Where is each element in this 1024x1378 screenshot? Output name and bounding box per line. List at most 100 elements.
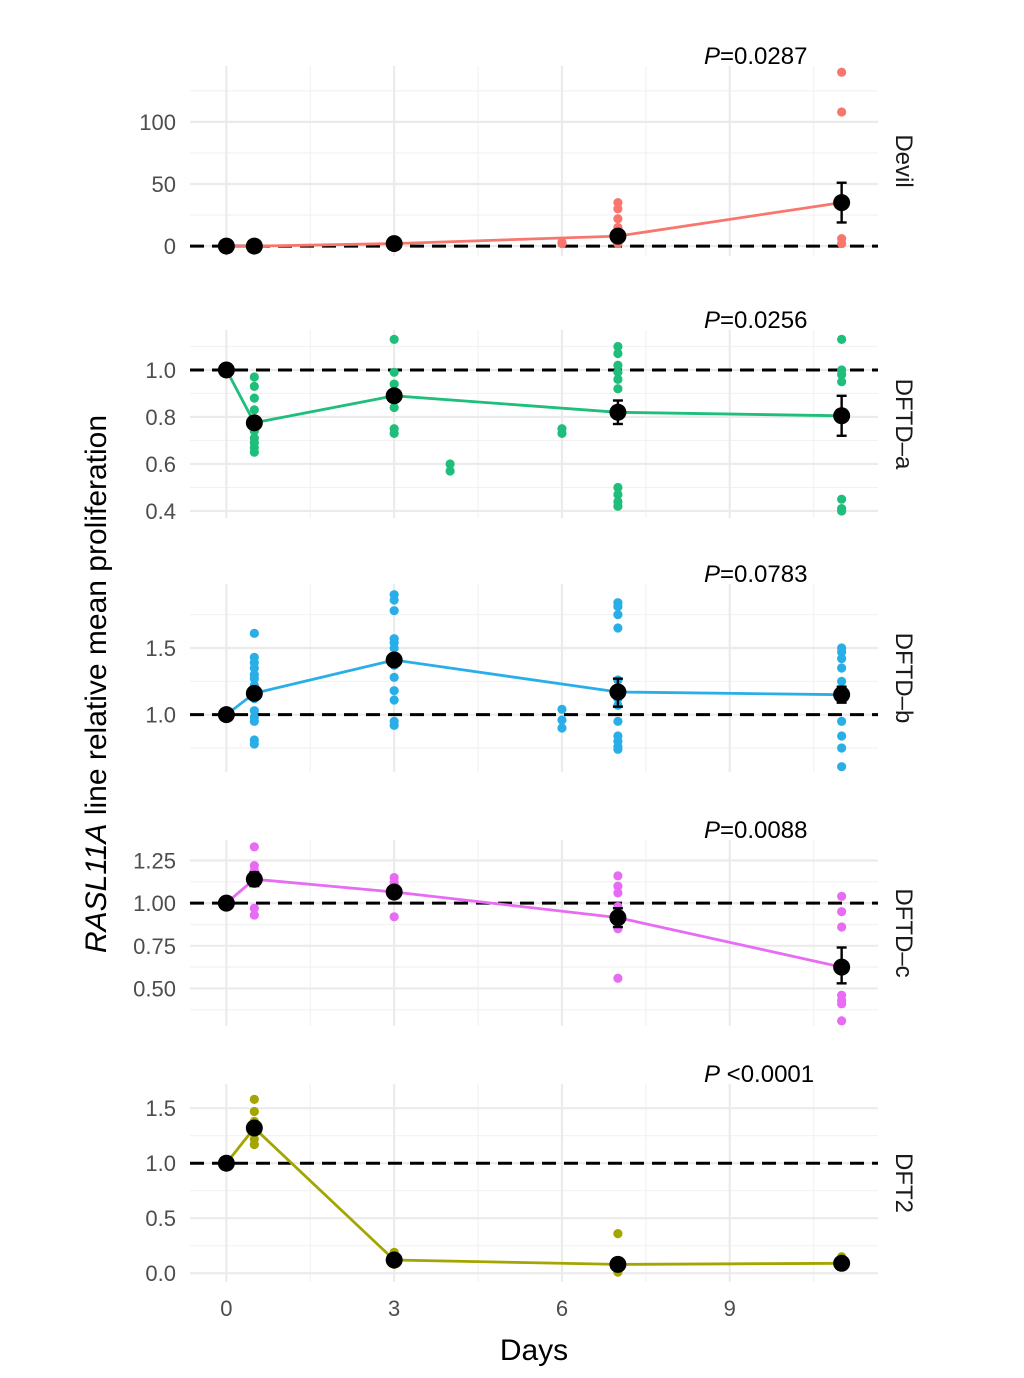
mean-point xyxy=(385,1251,403,1269)
facet-strip-label: Devil xyxy=(890,134,917,187)
panel-1: 0.4 0.6 0.8 1.0 P=0.0256 DFTD–a xyxy=(145,307,917,524)
mean-point xyxy=(385,235,403,253)
data-point xyxy=(249,910,259,920)
y-tick-label: 0.5 xyxy=(145,1206,176,1231)
mean-line xyxy=(226,201,842,248)
mean-point xyxy=(245,237,263,255)
data-point xyxy=(613,204,623,214)
p-value-label: P=0.0783 xyxy=(704,561,807,588)
data-point xyxy=(613,610,623,620)
mean-point xyxy=(609,1255,627,1273)
y-tick-label: 0.50 xyxy=(133,976,176,1001)
data-point xyxy=(837,107,847,117)
data-point xyxy=(389,720,399,730)
data-point xyxy=(837,377,847,387)
y-tick-label: 0.0 xyxy=(145,1261,176,1286)
y-tick-label: 0.4 xyxy=(145,499,176,524)
data-point xyxy=(389,428,399,438)
data-point xyxy=(613,888,623,898)
data-point xyxy=(613,623,623,633)
facet-strip-label: DFTD–b xyxy=(890,633,917,724)
mean-point xyxy=(833,1254,851,1272)
data-point xyxy=(249,739,259,749)
data-point xyxy=(613,716,623,726)
p-value-label: P=0.0287 xyxy=(704,43,807,70)
data-point xyxy=(249,1106,259,1117)
data-point xyxy=(249,628,259,638)
mean-line xyxy=(225,369,842,425)
p-value-number: =0.0783 xyxy=(720,561,807,588)
x-tick-label: 9 xyxy=(724,1296,736,1321)
data-point xyxy=(389,606,399,616)
data-point xyxy=(613,489,623,500)
data-point xyxy=(837,334,847,344)
y-tick-label: 1.5 xyxy=(145,636,176,661)
data-point xyxy=(837,370,847,380)
data-point xyxy=(389,695,399,705)
data-point xyxy=(837,716,847,726)
mean-point xyxy=(245,414,263,432)
panel-3: 0.50 0.75 1.00 1.25 P=0.0088 DFTD–c xyxy=(133,817,917,1026)
mean-line xyxy=(225,877,842,969)
data-point xyxy=(389,367,399,377)
data-point xyxy=(557,704,567,714)
y-tick-label: 0.75 xyxy=(133,934,176,959)
data-point xyxy=(613,482,623,493)
data-point xyxy=(389,643,399,653)
data-point xyxy=(613,881,623,891)
data-point xyxy=(557,715,567,725)
facet-strip-label: DFT2 xyxy=(890,1153,917,1213)
y-tick-label: 1.0 xyxy=(145,1151,176,1176)
data-point xyxy=(613,384,623,394)
facet-strip-label: DFTD–c xyxy=(890,888,917,977)
data-point xyxy=(557,237,567,247)
y-tick-label: 1.0 xyxy=(145,358,176,383)
data-point xyxy=(613,744,623,754)
data-point xyxy=(389,402,399,413)
y-tick-label: 100 xyxy=(139,110,176,135)
data-point xyxy=(613,374,623,384)
data-point xyxy=(249,842,259,852)
data-point xyxy=(613,360,623,370)
p-value-number: <0.0001 xyxy=(720,1061,814,1088)
mean-point xyxy=(833,686,851,704)
p-value-label: P <0.0001 xyxy=(704,1061,814,1088)
mean-point xyxy=(217,361,235,379)
chart-panels: 050100P=0.0287Devil0.40.60.81.0P=0.0256D… xyxy=(133,43,917,1286)
data-point xyxy=(249,381,259,391)
data-point xyxy=(837,907,847,917)
data-point xyxy=(445,466,455,476)
data-point xyxy=(837,731,847,741)
data-point xyxy=(389,334,399,344)
mean-point xyxy=(385,387,403,405)
data-point xyxy=(249,903,259,913)
y-tick-label: 1.00 xyxy=(133,891,176,916)
data-point xyxy=(249,1139,259,1150)
mean-point xyxy=(385,883,403,901)
p-value-label: P=0.0088 xyxy=(704,817,807,844)
mean-point xyxy=(245,684,263,702)
data-point xyxy=(837,67,847,77)
data-point xyxy=(837,494,847,504)
y-axis-title-rest: line relative mean proliferation xyxy=(80,415,113,824)
data-point xyxy=(249,716,259,726)
mean-point xyxy=(217,1154,235,1172)
mean-point xyxy=(609,403,627,421)
y-tick-label: 0.6 xyxy=(145,452,176,477)
data-point xyxy=(613,341,623,352)
data-point xyxy=(389,686,399,696)
data-point xyxy=(837,999,847,1009)
data-point xyxy=(557,723,567,733)
data-point xyxy=(389,595,399,605)
data-point xyxy=(557,428,567,438)
data-point xyxy=(837,891,847,901)
p-value-number: =0.0287 xyxy=(720,43,807,70)
data-point xyxy=(613,367,623,377)
panel-0: 0 50 100 P=0.0287 Devil xyxy=(139,43,917,259)
p-value-symbol: P xyxy=(704,817,720,844)
panel-2: 1.0 1.5 P=0.0783 DFTD–b xyxy=(145,561,917,772)
mean-point xyxy=(609,683,627,701)
data-point xyxy=(249,1094,259,1104)
data-point xyxy=(249,372,259,382)
